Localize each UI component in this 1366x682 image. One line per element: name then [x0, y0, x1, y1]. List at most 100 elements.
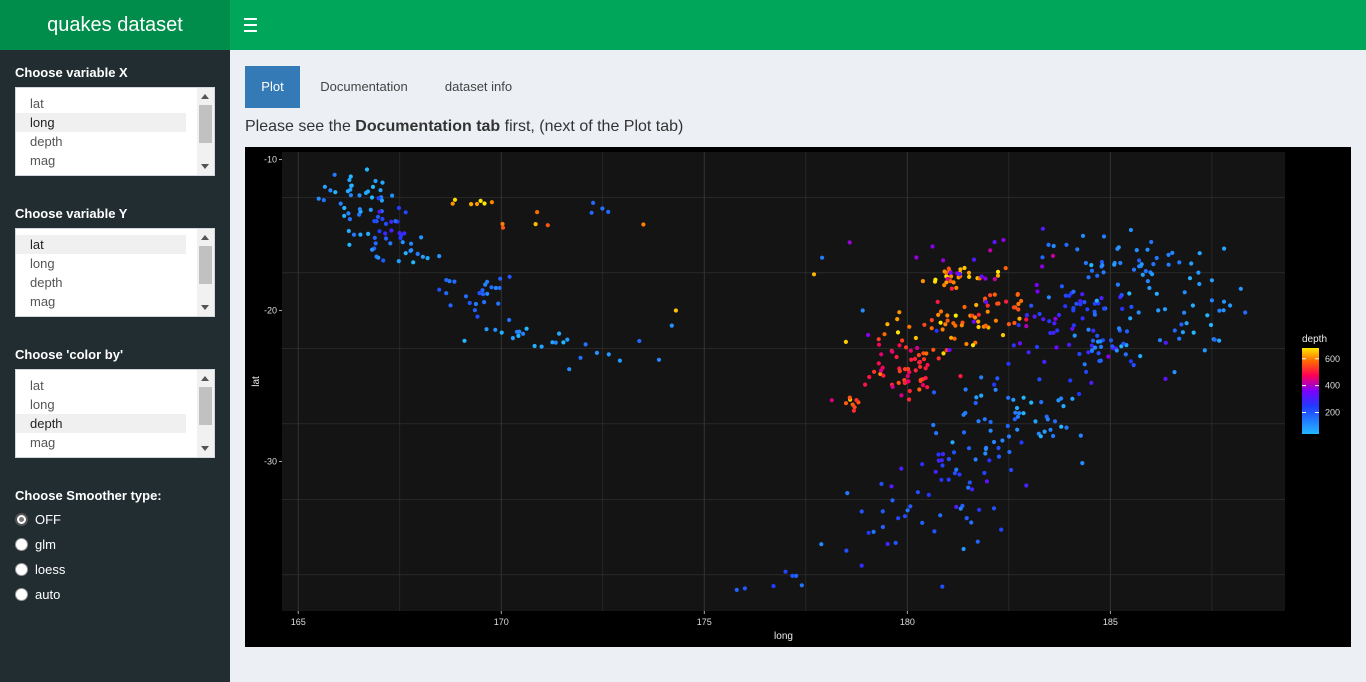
data-point	[1005, 423, 1010, 429]
var-x-option-lat[interactable]: lat	[30, 96, 44, 111]
data-point	[1001, 237, 1006, 243]
var-y-option-depth[interactable]: depth	[30, 275, 63, 290]
data-point	[1011, 397, 1016, 402]
data-point	[1090, 338, 1096, 343]
data-point	[1038, 434, 1043, 439]
data-point	[939, 477, 944, 482]
data-point	[489, 285, 494, 290]
data-point	[1029, 400, 1034, 405]
data-point	[1163, 340, 1168, 345]
data-point	[369, 195, 375, 200]
data-point	[942, 283, 947, 288]
var-x-option-mag[interactable]: mag	[30, 153, 56, 168]
tab-plot[interactable]: Plot	[245, 66, 300, 108]
data-point	[1082, 300, 1087, 305]
data-point	[1238, 286, 1243, 291]
color-by-option-mag[interactable]: mag	[30, 435, 56, 450]
var-x-option-depth[interactable]: depth	[30, 134, 63, 149]
data-point	[961, 546, 966, 552]
data-point	[1034, 282, 1039, 288]
radio-icon[interactable]	[15, 563, 28, 576]
radio-icon[interactable]	[15, 588, 28, 601]
data-point	[1182, 290, 1187, 295]
data-point	[1101, 270, 1106, 275]
radio-selected-icon[interactable]	[15, 513, 28, 526]
data-point	[920, 279, 926, 284]
data-point	[474, 201, 480, 207]
data-point	[1070, 326, 1075, 331]
data-point	[1019, 440, 1024, 445]
data-point	[1110, 344, 1115, 349]
var-y-select[interactable]: lat long depth mag	[15, 228, 215, 317]
data-point	[936, 458, 941, 463]
y-axis-label: lat	[251, 376, 262, 387]
data-point	[918, 364, 923, 369]
var-x-select[interactable]: lat long depth mag	[15, 87, 215, 176]
data-point	[1077, 351, 1082, 357]
instruction-note: Please see the Documentation tab first, …	[245, 118, 683, 136]
data-point	[332, 172, 337, 177]
var-y-scrollbar[interactable]	[197, 229, 214, 316]
data-point	[346, 211, 351, 216]
data-point	[364, 167, 370, 172]
data-point	[370, 247, 375, 252]
data-point	[478, 198, 483, 203]
tab-dataset-info[interactable]: dataset info	[444, 79, 513, 94]
data-point	[996, 301, 1001, 306]
data-point	[452, 279, 457, 284]
data-point	[974, 395, 979, 400]
data-point	[976, 312, 981, 317]
data-point	[961, 412, 966, 417]
data-point	[946, 477, 951, 482]
data-point	[1128, 316, 1133, 321]
color-by-option-depth[interactable]: depth	[16, 414, 186, 433]
data-point	[383, 231, 388, 236]
data-point	[897, 343, 902, 348]
data-point	[932, 529, 937, 534]
data-point	[1024, 483, 1029, 488]
tab-documentation[interactable]: Documentation	[320, 79, 408, 94]
var-y-option-long[interactable]: long	[30, 256, 55, 271]
data-point	[1011, 343, 1016, 348]
sidebar-toggle-icon[interactable]	[242, 13, 262, 37]
color-by-scrollbar[interactable]	[197, 370, 214, 457]
data-point	[966, 270, 972, 275]
data-point	[902, 514, 908, 519]
data-point	[1078, 299, 1083, 304]
data-point	[1121, 341, 1126, 346]
data-point	[783, 569, 788, 574]
data-point	[872, 369, 877, 374]
data-point	[383, 221, 389, 226]
data-point	[507, 317, 512, 323]
color-by-option-long[interactable]: long	[30, 397, 55, 412]
var-x-scrollbar[interactable]	[197, 88, 214, 175]
data-point	[1184, 321, 1189, 326]
data-point	[1129, 304, 1134, 309]
plot-panel	[282, 152, 1285, 611]
data-point	[948, 270, 953, 275]
var-x-option-long[interactable]: long	[16, 113, 186, 132]
data-point	[961, 430, 967, 435]
data-point	[897, 369, 902, 374]
data-point	[949, 274, 954, 279]
data-point	[1093, 345, 1098, 350]
data-point	[971, 319, 976, 324]
radio-icon[interactable]	[15, 538, 28, 551]
data-point	[1000, 333, 1006, 338]
data-point	[1046, 242, 1051, 247]
data-point	[347, 217, 352, 222]
data-point	[462, 338, 467, 343]
data-point	[949, 286, 954, 291]
var-y-option-mag[interactable]: mag	[30, 294, 56, 309]
var-y-option-lat[interactable]: lat	[16, 235, 186, 254]
x-tick-label: 170	[494, 617, 509, 627]
data-point	[987, 458, 992, 463]
data-point	[876, 361, 881, 366]
color-by-select[interactable]: lat long depth mag	[15, 369, 215, 458]
data-point	[1154, 255, 1159, 261]
data-point	[1108, 338, 1114, 343]
data-point	[1016, 307, 1021, 312]
data-point	[437, 254, 442, 259]
note-suffix: first, (next of the Plot tab)	[500, 118, 684, 135]
color-by-option-lat[interactable]: lat	[30, 378, 44, 393]
